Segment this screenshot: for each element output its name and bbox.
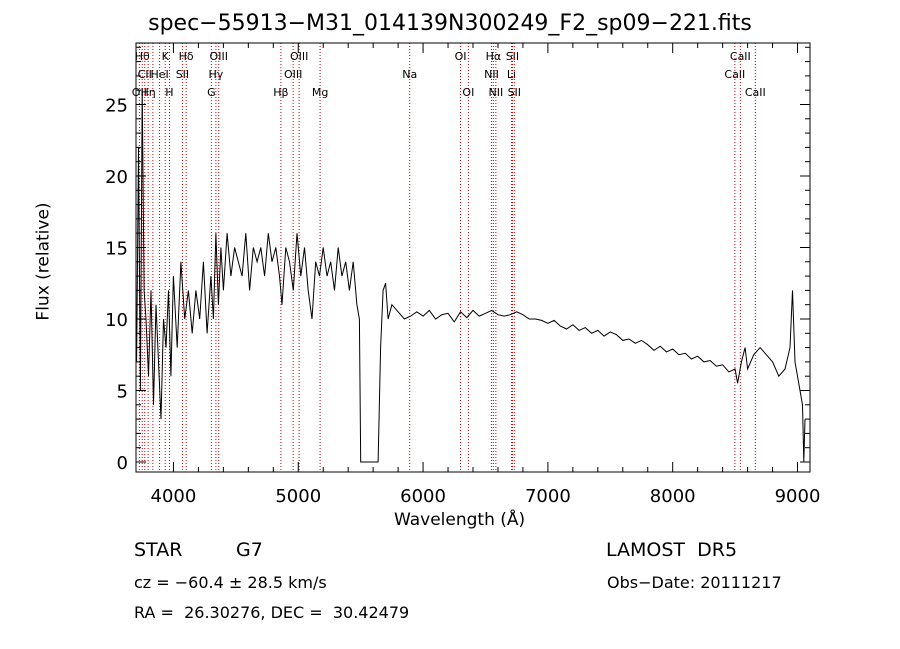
line-marker-label-10: G	[207, 86, 216, 99]
x-axis-label: Wavelength (Å)	[394, 510, 526, 530]
line-marker-label-26: CaII	[724, 68, 745, 81]
ra-dec-coordinates: RA = 26.30276, DEC = 30.42479	[134, 603, 410, 622]
line-marker-label-3: Hη	[140, 86, 155, 99]
line-marker-label-14: OIII	[284, 68, 302, 81]
y-tick-label: 5	[117, 381, 128, 402]
line-marker-label-25: SII	[508, 86, 521, 99]
line-marker-label-11: Hγ	[208, 68, 223, 81]
tick-labels: 4000 5000 6000 7000 8000 9000 0 5 10 15 20 25	[105, 95, 820, 507]
x-tick-label: 9000	[775, 486, 821, 507]
line-marker-label-22: NII	[488, 86, 503, 99]
line-marker-label-27: CaII	[730, 50, 751, 63]
redshift-cz: cz = −60.4 ± 28.5 km/s	[134, 573, 327, 592]
x-tick-label: 5000	[275, 486, 321, 507]
line-marker-label-6: K	[162, 50, 170, 63]
line-marker-label-23: Li	[507, 68, 516, 81]
line-marker-label-21: Hα	[486, 50, 502, 63]
survey-name: LAMOST DR5	[606, 539, 738, 561]
line-marker-label-15: OIII	[290, 50, 308, 63]
x-tick-label: 7000	[525, 486, 571, 507]
y-tick-label: 10	[105, 310, 128, 331]
flux-series-line	[136, 90, 806, 463]
line-marker-label-24: SII	[506, 50, 519, 63]
line-marker-label-17: Na	[402, 68, 417, 81]
axis-ticks	[136, 43, 810, 472]
line-marker-label-20: NII	[484, 68, 499, 81]
y-tick-label: 15	[105, 238, 128, 259]
x-tick-label: 8000	[650, 486, 696, 507]
line-marker-label-9: Hδ	[179, 50, 194, 63]
line-marker-label-8: SII	[176, 68, 189, 81]
emission-line-markers: OIIHθCIIHηHeIKHSIIHδGHγOIIIHβOIIIOIIIMgN…	[132, 43, 766, 472]
observation-date: Obs−Date: 20111217	[607, 573, 782, 592]
line-marker-label-19: OI	[462, 86, 474, 99]
y-tick-label: 20	[105, 167, 128, 188]
y-tick-label: 25	[105, 95, 128, 116]
y-tick-label: 0	[117, 453, 128, 474]
spectral-subclass: G7	[236, 539, 263, 561]
line-marker-label-12: OIII	[210, 50, 228, 63]
line-marker-label-5: HeI	[150, 68, 168, 81]
line-marker-label-1: Hθ	[135, 50, 150, 63]
line-marker-label-13: Hβ	[273, 86, 288, 99]
object-class: STAR	[134, 539, 183, 561]
x-tick-label: 4000	[151, 486, 197, 507]
y-axis-label: Flux (relative)	[33, 202, 54, 321]
x-tick-label: 6000	[400, 486, 446, 507]
line-marker-label-18: OI	[455, 50, 467, 63]
chart-title: spec−55913−M31_014139N300249_F2_sp09−221…	[148, 11, 752, 36]
line-marker-label-28: CaII	[745, 86, 766, 99]
line-marker-label-16: Mg	[312, 86, 328, 99]
line-marker-label-2: CII	[138, 68, 152, 81]
line-marker-label-7: H	[165, 86, 173, 99]
